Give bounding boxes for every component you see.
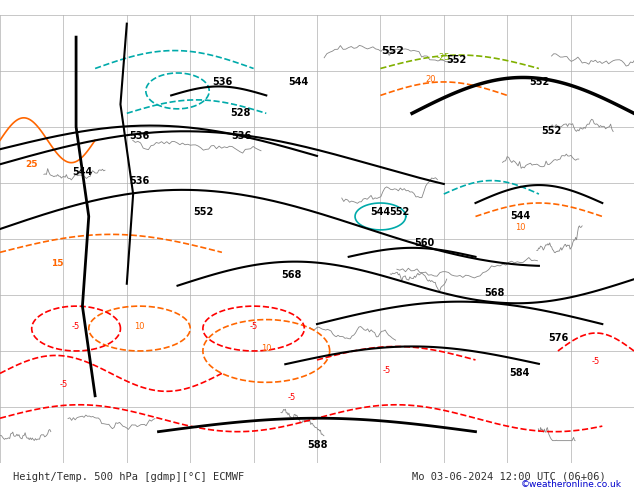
Text: Mo 03-06-2024 12:00 UTC (06+06): Mo 03-06-2024 12:00 UTC (06+06) (412, 471, 606, 482)
Text: 536: 536 (129, 131, 150, 141)
Text: 544: 544 (288, 77, 308, 87)
Text: 10: 10 (261, 344, 271, 353)
Text: 576: 576 (548, 333, 568, 343)
Text: 528: 528 (231, 108, 251, 119)
Text: -5: -5 (382, 367, 391, 375)
Text: 568: 568 (281, 270, 302, 280)
Text: 536: 536 (129, 175, 150, 186)
Text: -25: -25 (437, 52, 451, 62)
Text: ©weatheronline.co.uk: ©weatheronline.co.uk (521, 480, 621, 489)
Text: 560: 560 (415, 238, 435, 248)
Text: 10: 10 (134, 321, 145, 331)
Text: -5: -5 (72, 321, 81, 331)
Text: 20: 20 (426, 75, 436, 84)
Text: 10: 10 (515, 223, 525, 232)
Text: -5: -5 (249, 321, 258, 331)
Text: 552: 552 (541, 126, 562, 136)
Text: 552: 552 (193, 207, 213, 217)
Text: 544: 544 (510, 212, 530, 221)
Text: 552: 552 (529, 77, 549, 87)
Text: 544: 544 (370, 207, 391, 217)
Text: 568: 568 (484, 288, 505, 298)
Text: 552: 552 (389, 207, 410, 217)
Text: 544: 544 (72, 167, 93, 176)
Text: Height/Temp. 500 hPa [gdmp][°C] ECMWF: Height/Temp. 500 hPa [gdmp][°C] ECMWF (13, 471, 244, 482)
Text: 25: 25 (25, 160, 38, 169)
Text: 552: 552 (446, 54, 467, 65)
Text: -5: -5 (592, 357, 600, 367)
Text: -5: -5 (287, 393, 296, 402)
Text: 584: 584 (510, 368, 530, 378)
Text: 536: 536 (212, 77, 232, 87)
Text: -5: -5 (59, 380, 68, 389)
Text: 15: 15 (51, 259, 63, 268)
Text: 552: 552 (382, 46, 404, 55)
Text: 588: 588 (307, 440, 327, 450)
Text: 536: 536 (231, 131, 251, 141)
